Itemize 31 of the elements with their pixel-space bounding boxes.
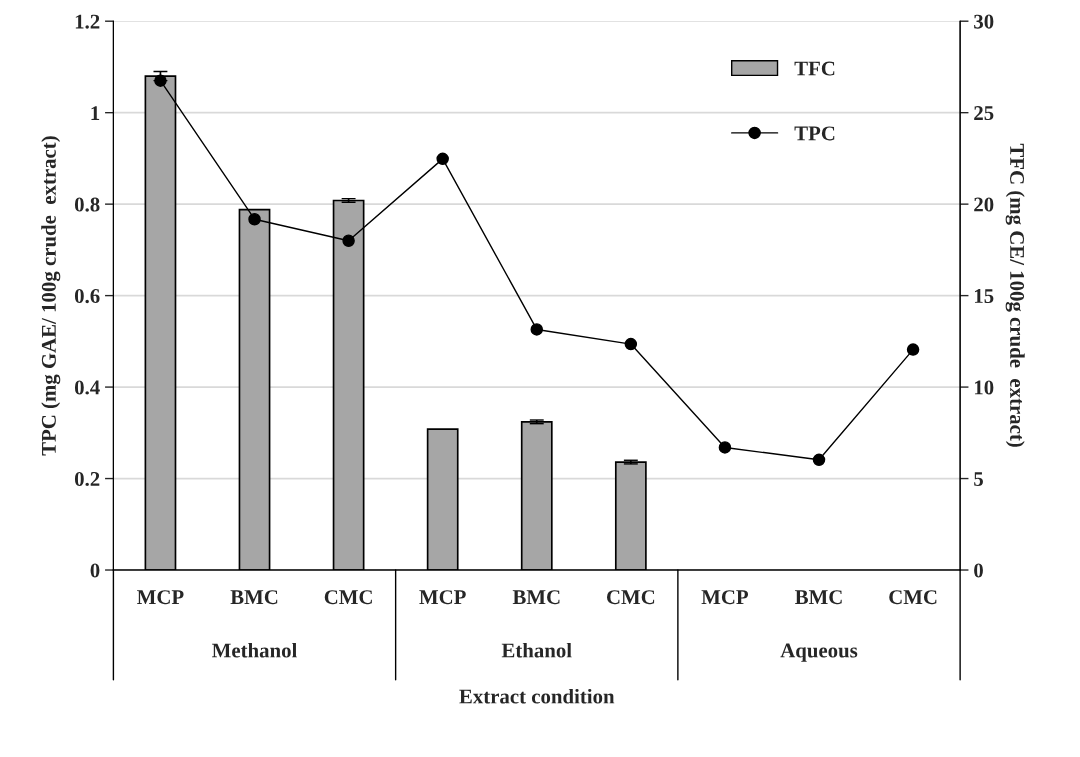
x-tick-label: MCP	[137, 590, 184, 605]
legend-label: TFC	[794, 61, 835, 76]
x-tick-label: MCP	[701, 590, 749, 605]
legend-label: TPC	[794, 126, 835, 141]
x-tick-label: CMC	[606, 590, 655, 605]
x-tick-label: CMC	[324, 590, 372, 605]
y2-axis-title: TFC (mg CE/ 100g crude extract)	[1005, 143, 1025, 447]
text: Ethanol	[501, 642, 572, 658]
y-tick-label: 0.4	[74, 380, 100, 395]
x-tick-label: BMC	[795, 590, 842, 605]
y2-tick-label: 20	[974, 197, 994, 212]
text: Aqueous	[780, 643, 858, 662]
y-tick-label: 1.2	[75, 14, 100, 29]
y2-tick-label: 0	[974, 563, 983, 578]
x-tick-label: BMC	[230, 590, 278, 605]
y-tick-label: 0.2	[74, 471, 100, 487]
x-tick-label: MCP	[419, 590, 466, 605]
y2-tick-label: 10	[974, 380, 994, 395]
text: Methanol	[212, 642, 297, 658]
y2-tick-label: 5	[974, 472, 983, 486]
y-tick-label: 0.8	[74, 197, 100, 212]
x-tick-label: BMC	[512, 590, 560, 605]
x-tick-label: CMC	[889, 590, 937, 605]
y-tick-label: 1	[91, 106, 100, 120]
y2-tick-label: 25	[974, 106, 994, 121]
y-tick-label: 0	[90, 563, 100, 578]
x-axis-title: Extract condition	[459, 688, 615, 704]
y2-tick-label: 15	[974, 289, 994, 304]
y-tick-label: 0.6	[74, 288, 100, 304]
y2-tick-label: 30	[974, 14, 994, 29]
y-axis-title: TPC (mg GAE/ 100g crude extract)	[41, 136, 61, 456]
